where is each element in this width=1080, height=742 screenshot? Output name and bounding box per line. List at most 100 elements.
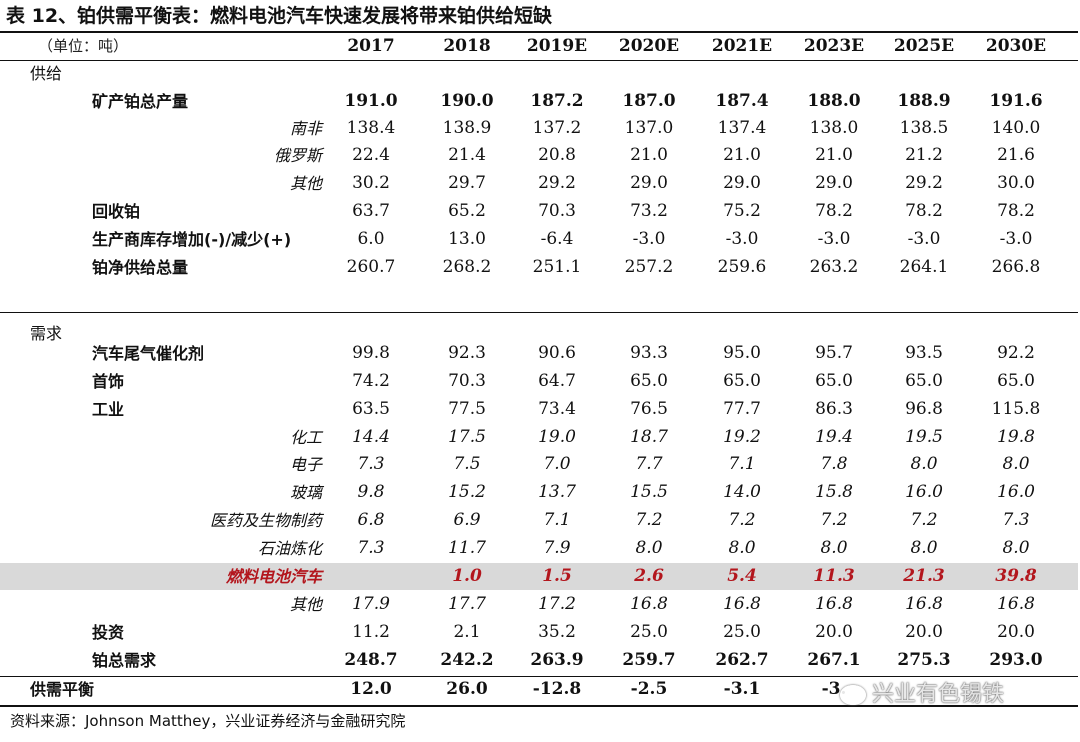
row-label: 供给	[30, 64, 63, 83]
table-cell: 6.0	[357, 229, 385, 249]
table-cell: 19.8	[997, 427, 1035, 447]
row-label: 需求	[30, 324, 63, 343]
table-cell: 7.2	[820, 510, 848, 530]
row-label: 南非	[289, 119, 322, 138]
table-cell: 259.6	[717, 257, 767, 277]
table-cell: 8.0	[910, 538, 938, 558]
year-header: 2018	[443, 36, 491, 56]
table-cell: 7.0	[543, 454, 571, 474]
table-cell: 21.3	[903, 566, 945, 586]
year-header: 2017	[347, 36, 395, 56]
table-cell: 20.0	[905, 622, 943, 642]
row-label: 石油炼化	[257, 539, 322, 558]
table-cell: 14.4	[352, 427, 390, 447]
table-cell: 7.1	[543, 510, 571, 530]
table-row: 铂总需求 248.7 242.2 263.9 259.7 262.7 267.1 275.3 2…	[0, 647, 1078, 674]
table-row: 石油炼化 7.3 11.7 7.9 8.0 8.0 8.0 8.0 8.0	[0, 535, 1078, 562]
table-cell: 29.7	[448, 173, 486, 193]
table-cell: 65.0	[630, 371, 668, 391]
table-cell: 15.8	[815, 482, 853, 502]
table-cell: 187.2	[530, 91, 584, 111]
table-cell: 17.9	[352, 594, 390, 614]
row-label: 矿产铂总产量	[92, 92, 189, 111]
table-cell: 260.7	[346, 257, 396, 277]
year-header: 2025E	[893, 36, 955, 56]
table-cell: 12.0	[350, 679, 392, 699]
table-cell: 137.4	[717, 118, 767, 138]
year-header: 2030E	[985, 36, 1047, 56]
table-cell: 25.0	[723, 622, 761, 642]
row-label: 俄罗斯	[273, 146, 322, 165]
table-cell: 63.5	[352, 399, 390, 419]
table-cell: -3.0	[907, 229, 941, 249]
table-cell: 39.8	[995, 566, 1037, 586]
table-cell: 78.2	[997, 201, 1035, 221]
table-cell: -3.0	[817, 229, 851, 249]
table-cell: 6.9	[453, 510, 481, 530]
table-cell: 96.8	[905, 399, 943, 419]
table-row: 汽车尾气催化剂 99.8 92.3 90.6 93.3 95.0 95.7 93.5 92.2	[0, 340, 1078, 367]
table-cell: 7.3	[357, 538, 385, 558]
table-row: 生产商库存增加(-)/减少(+) 6.0 13.0 -6.4 -3.0 -3.0 -3.0 -…	[0, 226, 1078, 253]
table-cell: 138.0	[809, 118, 859, 138]
balance-top-rule	[0, 676, 1078, 677]
table-cell: 17.5	[448, 427, 486, 447]
table-cell: 268.2	[442, 257, 492, 277]
table-cell: 8.0	[1002, 454, 1030, 474]
table-cell: 90.6	[538, 343, 576, 363]
table-cell: 29.0	[815, 173, 853, 193]
table-cell: 65.0	[905, 371, 943, 391]
watermark-text: 兴业有色锡铁	[872, 682, 1005, 707]
table-cell: 99.8	[352, 343, 390, 363]
table-cell: 11.7	[448, 538, 486, 558]
header-rule	[0, 60, 1078, 61]
table-cell: 7.2	[910, 510, 938, 530]
table-cell: 7.7	[635, 454, 663, 474]
table-cell: 73.4	[538, 399, 576, 419]
table-cell: 16.8	[997, 594, 1035, 614]
table-cell: 8.0	[820, 538, 848, 558]
table-cell: 1.5	[542, 566, 572, 586]
table-cell: 16.8	[815, 594, 853, 614]
table-cell: 70.3	[538, 201, 576, 221]
table-cell: 65.0	[997, 371, 1035, 391]
table-cell: 18.7	[630, 427, 668, 447]
table-row: 医药及生物制药 6.8 6.9 7.1 7.2 7.2 7.2 7.2 7.3	[0, 507, 1078, 534]
table-cell: 17.2	[538, 594, 576, 614]
year-header: 2023E	[803, 36, 865, 56]
row-label: 其他	[289, 595, 322, 614]
table-cell: 7.3	[357, 454, 385, 474]
table-cell: 140.0	[991, 118, 1041, 138]
bottom-rule	[0, 705, 1078, 707]
table-row: 玻璃 9.8 15.2 13.7 15.5 14.0 15.8 16.0 16.0	[0, 479, 1078, 506]
table-cell: -3.0	[725, 229, 759, 249]
table-cell: 6.8	[357, 510, 385, 530]
table-cell: 92.2	[997, 343, 1035, 363]
table-cell: 63.7	[352, 201, 390, 221]
table-row: 其他 30.2 29.7 29.2 29.0 29.0 29.0 29.2 30.0	[0, 170, 1078, 197]
table-cell: 29.2	[538, 173, 576, 193]
table-cell: 65.2	[448, 201, 486, 221]
row-label: 铂净供给总量	[92, 258, 189, 277]
table-cell: 262.7	[715, 650, 769, 670]
table-cell: 138.5	[899, 118, 949, 138]
row-label: 燃料电池汽车	[225, 567, 322, 586]
table-cell: 14.0	[723, 482, 761, 502]
table-cell: 76.5	[630, 399, 668, 419]
table-cell: 8.0	[728, 538, 756, 558]
row-label: 医药及生物制药	[209, 511, 322, 530]
table-cell: 7.1	[728, 454, 756, 474]
table-cell: 16.8	[723, 594, 761, 614]
table-cell: 7.8	[820, 454, 848, 474]
table-cell: 29.0	[630, 173, 668, 193]
table-row: 电子 7.3 7.5 7.0 7.7 7.1 7.8 8.0 8.0	[0, 451, 1078, 478]
table-row: 俄罗斯 22.4 21.4 20.8 21.0 21.0 21.0 21.2 21.6	[0, 142, 1078, 169]
table-cell: 7.9	[543, 538, 571, 558]
table-cell: 187.4	[715, 91, 769, 111]
wechat-icon	[840, 685, 866, 705]
table-row: 首饰 74.2 70.3 64.7 65.0 65.0 65.0 65.0 65.0	[0, 368, 1078, 395]
table-cell: 11.3	[813, 566, 855, 586]
table-cell: 26.0	[446, 679, 488, 699]
row-label: 电子	[289, 455, 322, 474]
table-cell: 19.5	[905, 427, 943, 447]
